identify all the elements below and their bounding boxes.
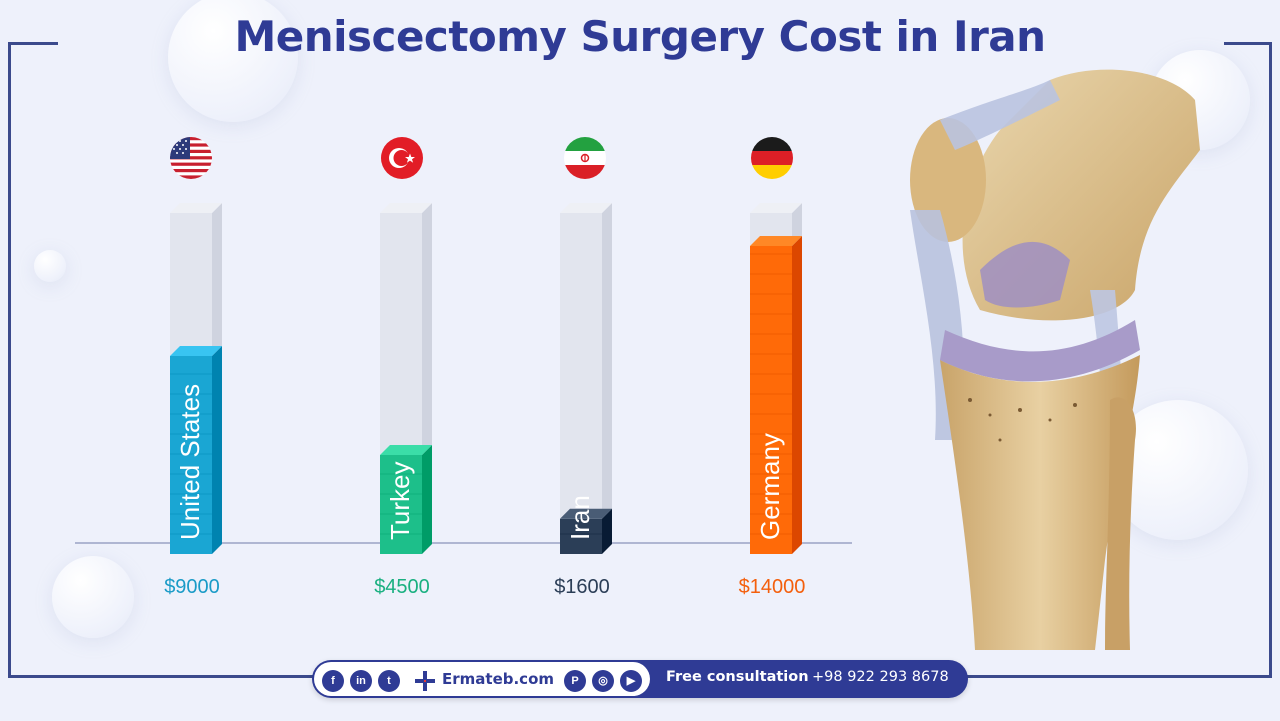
- bar: [750, 246, 792, 554]
- bar-track: [560, 213, 602, 554]
- bar-top: [170, 346, 222, 356]
- category-label: Iran: [565, 495, 595, 540]
- value-label: $14000: [739, 576, 806, 598]
- bar-track-top: [750, 203, 802, 213]
- phone-number[interactable]: +98 922 293 8678: [812, 669, 949, 685]
- consultation-label: Free consultation: [666, 669, 809, 685]
- frame-left: [8, 42, 11, 678]
- twitter-icon[interactable]: t: [378, 670, 400, 692]
- frame-bottom-left: [8, 675, 314, 678]
- bar-top: [750, 236, 802, 246]
- bar-side: [212, 346, 222, 554]
- bar-top: [380, 445, 432, 455]
- germany-flag-icon: [751, 137, 793, 179]
- frame-top-right: [1224, 42, 1272, 45]
- turkey-flag-icon: [381, 137, 423, 179]
- value-label: $4500: [374, 576, 430, 598]
- bar-chart: United States $9000 Turkey $4500 Iran $1600 Ge…: [75, 203, 852, 598]
- instagram-icon[interactable]: ◎: [592, 670, 614, 692]
- category-label: Germany: [755, 433, 785, 540]
- frame-bottom-right: [966, 675, 1272, 678]
- bar-track-top: [170, 203, 222, 213]
- decor-bubble: [34, 250, 66, 282]
- bar-side: [602, 508, 612, 554]
- category-label: United States: [175, 384, 205, 540]
- bar-side: [422, 445, 432, 554]
- knee-joint-illustration: [910, 69, 1200, 650]
- iran-flag-icon: [564, 137, 606, 179]
- site-link[interactable]: Ermateb.com: [442, 670, 555, 688]
- linkedin-icon[interactable]: in: [350, 670, 372, 692]
- us-flag-icon: [170, 137, 212, 179]
- facebook-icon[interactable]: f: [322, 670, 344, 692]
- decor-bubble: [168, 0, 298, 122]
- decor-bubble: [52, 556, 134, 638]
- footer-contact-panel: f in t Ermateb.com P ◎ ▶: [314, 662, 650, 696]
- footer-bar: f in t Ermateb.com P ◎ ▶ Free consultati…: [312, 660, 968, 698]
- value-label: $1600: [554, 576, 610, 598]
- youtube-icon[interactable]: ▶: [620, 670, 642, 692]
- ermateb-logo-icon: [415, 671, 435, 691]
- pinterest-icon[interactable]: P: [564, 670, 586, 692]
- bar: [380, 455, 422, 554]
- bar-track-top: [380, 203, 432, 213]
- bar: [560, 518, 602, 554]
- value-label: $9000: [164, 576, 220, 598]
- page-title: Meniscectomy Surgery Cost in Iran: [234, 12, 1046, 61]
- frame-top-left: [8, 42, 58, 45]
- frame-right: [1269, 42, 1272, 678]
- bar-track-top: [560, 203, 612, 213]
- bar-top: [560, 508, 612, 519]
- bar-side: [792, 236, 802, 554]
- bar-track-side: [602, 203, 612, 554]
- bar: [170, 356, 212, 554]
- category-label: Turkey: [385, 462, 415, 541]
